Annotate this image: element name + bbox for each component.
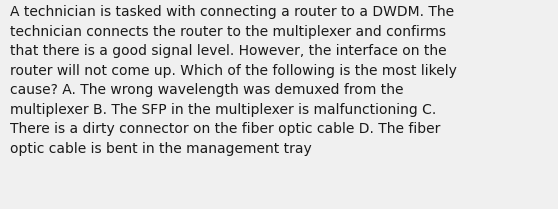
- Text: A technician is tasked with connecting a router to a DWDM. The
technician connec: A technician is tasked with connecting a…: [10, 5, 457, 156]
